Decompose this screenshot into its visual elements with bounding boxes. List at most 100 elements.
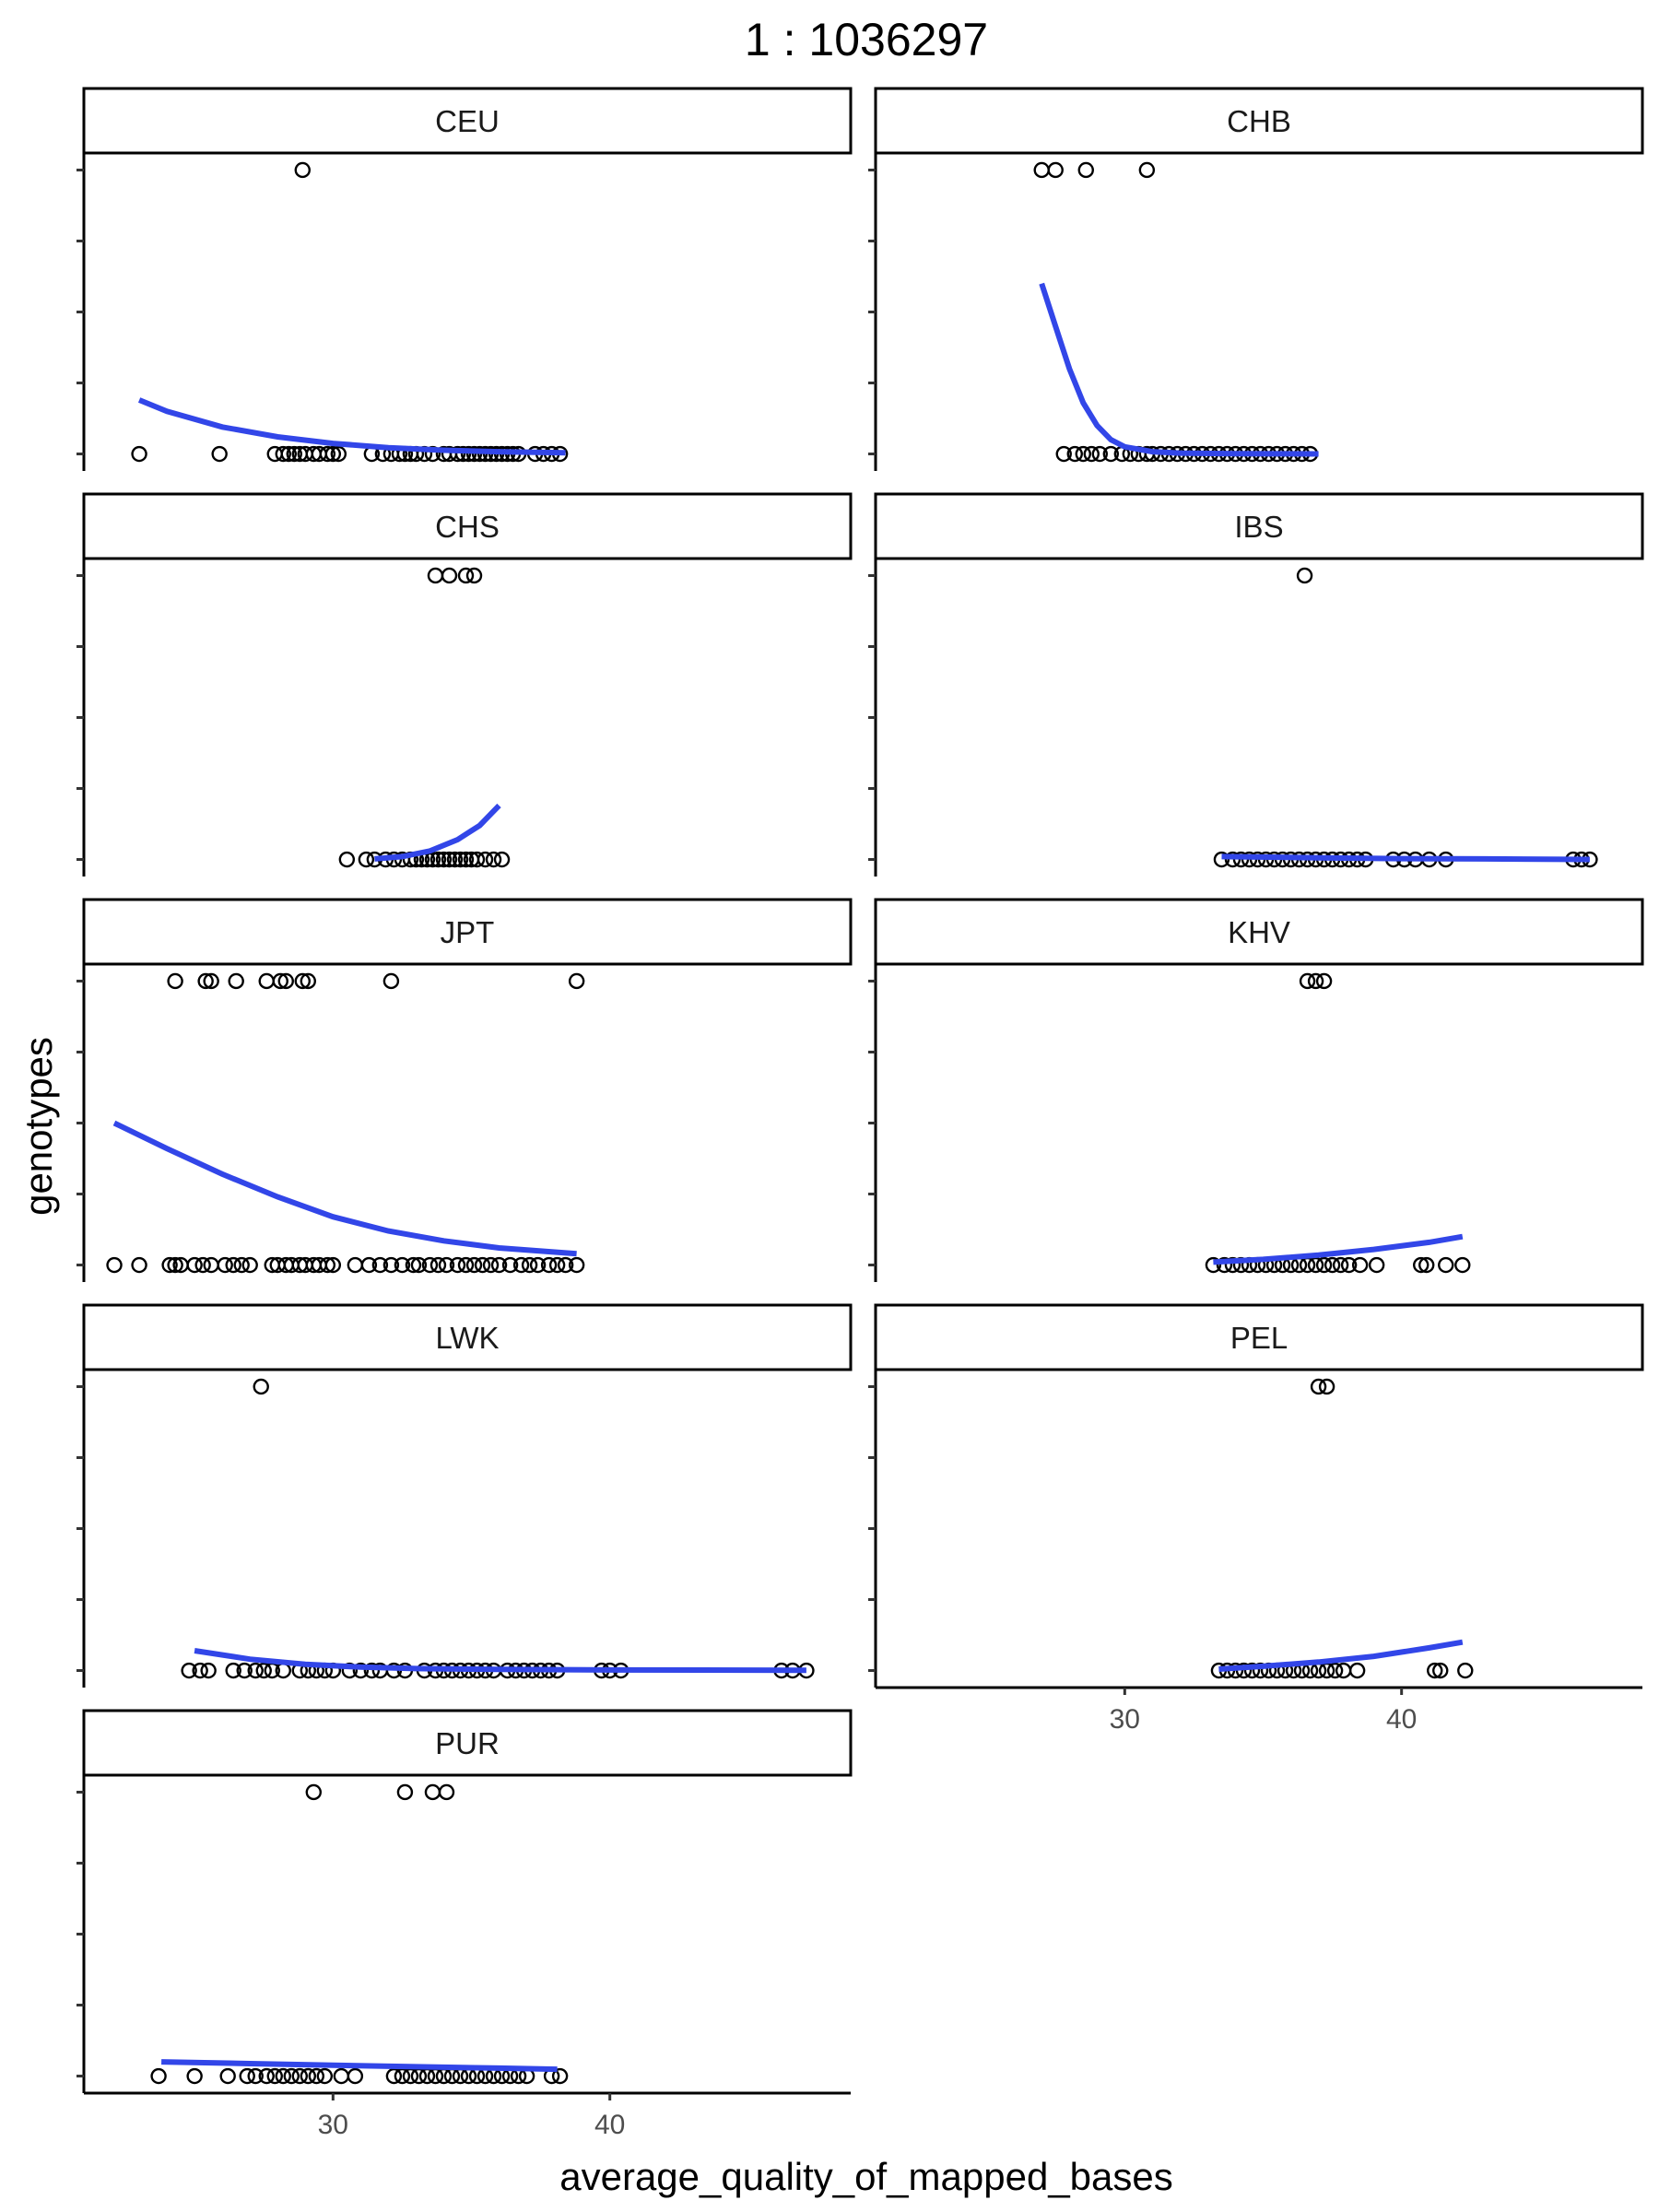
data-point (1368, 1256, 1385, 1274)
data-point (452, 851, 469, 868)
data-point (1457, 1662, 1474, 1679)
data-point (258, 972, 275, 990)
data-point (1427, 1662, 1443, 1679)
facet-strip (82, 87, 853, 155)
data-point (396, 1783, 414, 1801)
data-point (308, 2067, 325, 2085)
data-point (211, 445, 228, 463)
data-point (529, 1256, 547, 1274)
data-point (568, 1256, 585, 1274)
data-point (275, 2067, 291, 2085)
facet-panel-khv: KHV (868, 898, 1644, 1282)
data-point (421, 1256, 439, 1274)
fit-curve (1221, 853, 1590, 863)
facet-strip-label: CEU (435, 104, 500, 138)
data-point (300, 972, 316, 990)
data-point (1216, 1256, 1233, 1274)
facet-strip (874, 898, 1644, 966)
data-point (465, 567, 483, 584)
data-point (219, 2067, 236, 2085)
data-point (457, 567, 475, 584)
chart-title: 1 : 1036297 (745, 14, 988, 65)
data-point (457, 851, 475, 868)
data-point (512, 1256, 530, 1274)
data-point (454, 445, 472, 463)
data-point (1438, 1256, 1454, 1274)
data-point (1252, 1662, 1269, 1679)
data-point (1055, 445, 1072, 463)
data-point (352, 1662, 370, 1679)
data-point (286, 445, 302, 463)
data-point (521, 1256, 538, 1274)
facet-strip-label: JPT (441, 915, 495, 949)
data-point (338, 851, 356, 868)
data-point (1033, 161, 1050, 179)
data-point (441, 851, 458, 868)
data-point (490, 1256, 508, 1274)
data-point (460, 445, 477, 463)
data-point (1318, 1378, 1335, 1395)
data-point (247, 1662, 264, 1679)
data-point (1454, 1256, 1471, 1274)
data-point (283, 2067, 300, 2085)
fit-curve (161, 2059, 558, 2073)
facet-strip (82, 1303, 853, 1371)
data-point (465, 1256, 483, 1274)
fit-curve (137, 397, 566, 456)
data-point (1315, 1256, 1333, 1274)
data-point (324, 1256, 342, 1274)
facet-strip (874, 1303, 1644, 1371)
data-point (394, 1256, 411, 1274)
data-point (482, 1256, 500, 1274)
data-point (457, 1256, 475, 1274)
data-point (360, 1256, 378, 1274)
data-point (501, 1256, 519, 1274)
facet-panel-jpt: JPT (76, 898, 853, 1282)
data-point (427, 567, 444, 584)
data-point (363, 1662, 381, 1679)
data-point (1083, 445, 1100, 463)
data-point (1047, 161, 1064, 179)
data-point (474, 1256, 491, 1274)
data-point (272, 972, 288, 990)
fit-curve (374, 803, 501, 862)
data-point (255, 1662, 272, 1679)
data-point (319, 1256, 336, 1274)
data-point (385, 2067, 403, 2085)
facet-strip (874, 87, 1644, 155)
data-point (1351, 1256, 1369, 1274)
facet-strip-label: LWK (435, 1321, 499, 1355)
data-point (468, 851, 486, 868)
facet-strip (82, 492, 853, 560)
fit-curve (1213, 1233, 1464, 1265)
data-point (167, 972, 183, 990)
x-tick-label: 30 (318, 2110, 348, 2140)
data-point (305, 1783, 322, 1801)
facet-strip-label: PUR (435, 1726, 500, 1760)
data-point (253, 1378, 269, 1395)
facet-strip-label: CHS (435, 510, 500, 544)
data-point (1102, 445, 1120, 463)
data-point (347, 1256, 364, 1274)
fit-curve (1039, 282, 1319, 457)
data-point (1310, 1378, 1327, 1395)
fit-curve (112, 1120, 577, 1257)
data-point (131, 1256, 147, 1274)
facet-strip-label: KHV (1228, 915, 1290, 949)
data-point (557, 1256, 574, 1274)
data-point (161, 1256, 178, 1274)
data-point (438, 1256, 455, 1274)
x-tick-label: 30 (1110, 1704, 1140, 1735)
data-point (341, 1662, 359, 1679)
facet-panel-pel: PEL 30 40 (868, 1303, 1644, 1735)
data-point (277, 972, 294, 990)
data-point (233, 1256, 250, 1274)
data-point (1205, 1256, 1222, 1274)
data-point (540, 1256, 558, 1274)
data-point (449, 1256, 466, 1274)
data-point (1296, 567, 1313, 584)
data-point (150, 2067, 167, 2085)
y-axis-title: genotypes (17, 1037, 60, 1216)
data-point (1138, 161, 1156, 179)
data-point (333, 2067, 350, 2085)
